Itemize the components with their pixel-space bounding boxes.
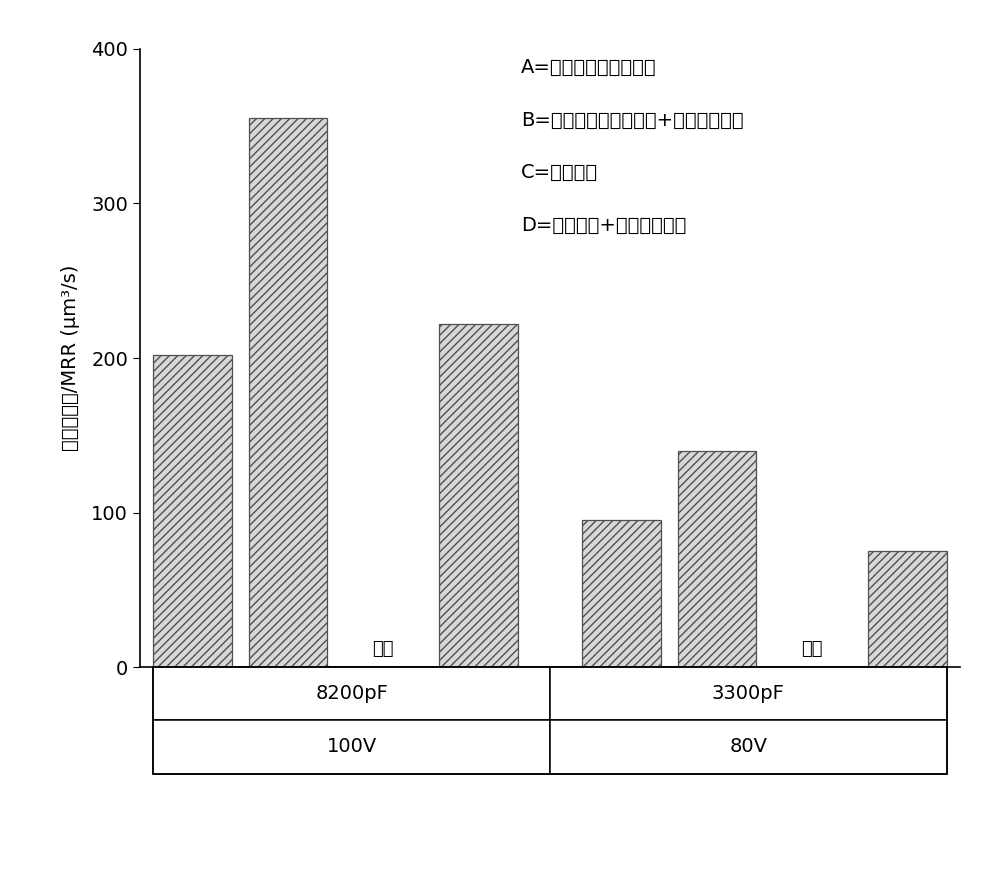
Text: 100V: 100V <box>327 737 377 757</box>
Y-axis label: 材料去除率/MRR (μm³/s): 材料去除率/MRR (μm³/s) <box>61 265 80 451</box>
Text: C=氮气射流: C=氮气射流 <box>521 163 598 182</box>
Text: 失败: 失败 <box>372 640 394 658</box>
Bar <box>868 552 947 667</box>
Bar <box>678 451 756 667</box>
Bar <box>249 118 327 667</box>
Bar <box>439 324 518 667</box>
Text: B=氮气冷等离子体射流+高速空气射流: B=氮气冷等离子体射流+高速空气射流 <box>521 110 744 129</box>
Bar <box>582 521 661 667</box>
Text: 80V: 80V <box>729 737 767 757</box>
Bar <box>153 354 232 667</box>
Text: 3300pF: 3300pF <box>712 684 785 704</box>
Text: D=氮气射流+高速空气射流: D=氮气射流+高速空气射流 <box>521 216 687 234</box>
Text: 8200pF: 8200pF <box>315 684 388 704</box>
Text: A=氮气冷等离子体射流: A=氮气冷等离子体射流 <box>521 58 657 77</box>
Text: 失败: 失败 <box>801 640 823 658</box>
